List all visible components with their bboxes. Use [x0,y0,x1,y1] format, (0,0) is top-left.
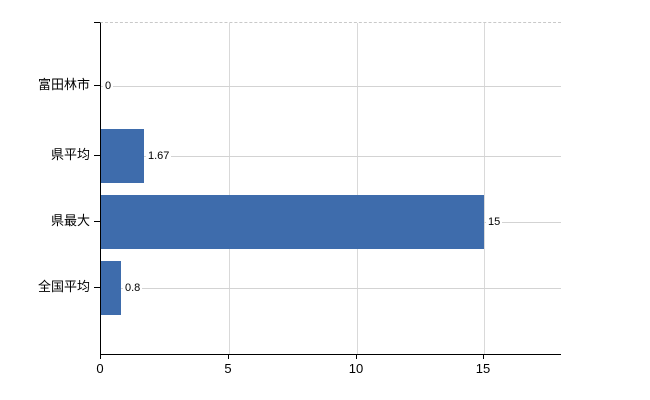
y-axis-tick [94,85,100,86]
x-axis-tick [228,354,229,359]
x-axis-tick [100,354,101,359]
x-axis-tick-label: 10 [348,361,364,376]
bar [101,261,121,315]
bar [101,195,484,249]
vertical-gridline [229,23,230,354]
x-axis-tick-label: 0 [96,361,104,376]
value-label: 0 [103,79,114,93]
category-label: 富田林市 [37,77,90,92]
category-label: 県最大 [50,213,90,228]
plot-area: 0 1.67 15 0.8 [100,22,561,355]
category-gridline [101,288,561,289]
value-label: 1.67 [146,149,172,163]
value-label: 0.8 [123,281,143,295]
y-axis-top-cap [94,22,100,23]
category-label: 県平均 [50,147,90,162]
y-axis-tick [94,155,100,156]
category-gridline [101,156,561,157]
value-label: 15 [486,215,503,229]
vertical-gridline [484,23,485,354]
y-axis-tick [94,287,100,288]
vertical-gridline [357,23,358,354]
x-axis-tick [483,354,484,359]
bar [101,129,144,183]
category-gridline [101,86,561,87]
y-axis-tick [94,221,100,222]
x-axis-tick-label: 15 [475,361,491,376]
x-axis-tick [356,354,357,359]
category-label: 全国平均 [37,279,90,294]
x-axis-tick-label: 5 [224,361,232,376]
